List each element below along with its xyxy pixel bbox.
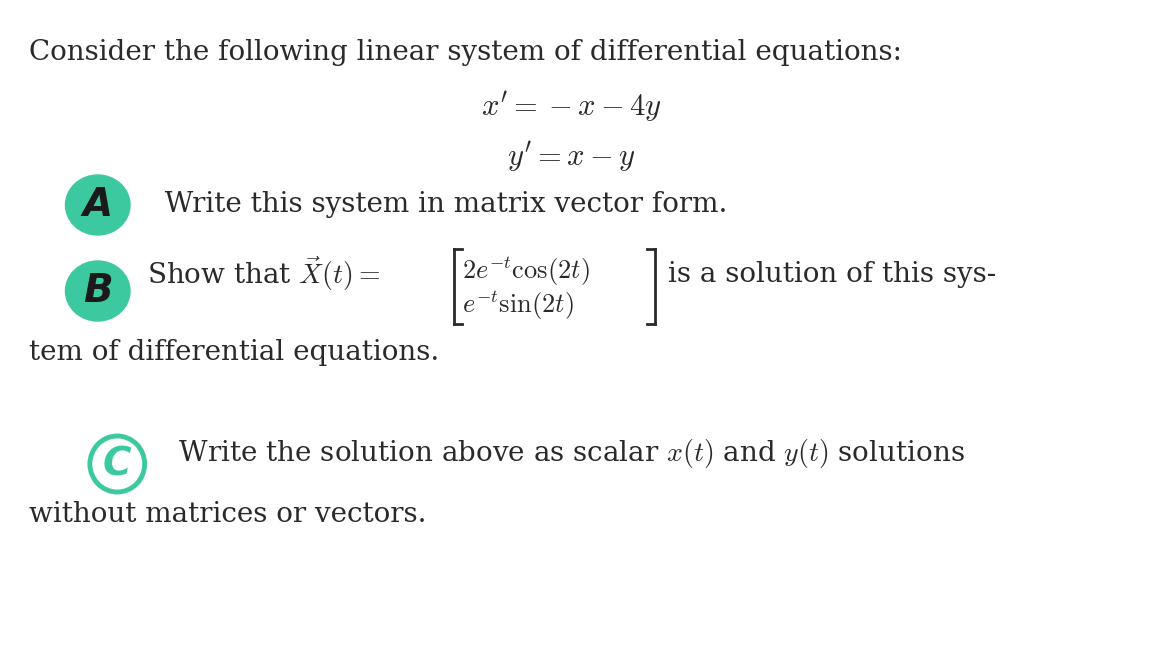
- Text: Consider the following linear system of differential equations:: Consider the following linear system of …: [29, 39, 903, 66]
- Text: Write this system in matrix vector form.: Write this system in matrix vector form.: [147, 191, 726, 219]
- Text: without matrices or vectors.: without matrices or vectors.: [29, 501, 426, 528]
- Text: C: C: [103, 445, 132, 483]
- Text: $x' = -x - 4y$: $x' = -x - 4y$: [480, 89, 661, 124]
- Ellipse shape: [65, 261, 130, 321]
- Text: B: B: [83, 272, 112, 310]
- Text: $e^{-t}\sin(2t)$: $e^{-t}\sin(2t)$: [463, 289, 573, 322]
- Text: is a solution of this sys-: is a solution of this sys-: [668, 260, 996, 288]
- Text: $y' = x - y$: $y' = x - y$: [507, 139, 635, 174]
- Ellipse shape: [65, 175, 130, 235]
- Text: Write the solution above as scalar $x(t)$ and $y(t)$ solutions: Write the solution above as scalar $x(t)…: [161, 437, 965, 471]
- Text: Show that $\vec{X}(t) = $: Show that $\vec{X}(t) = $: [147, 255, 380, 293]
- Text: tem of differential equations.: tem of differential equations.: [29, 339, 439, 366]
- Text: A: A: [83, 186, 113, 224]
- Text: $2e^{-t}\cos(2t)$: $2e^{-t}\cos(2t)$: [463, 254, 590, 288]
